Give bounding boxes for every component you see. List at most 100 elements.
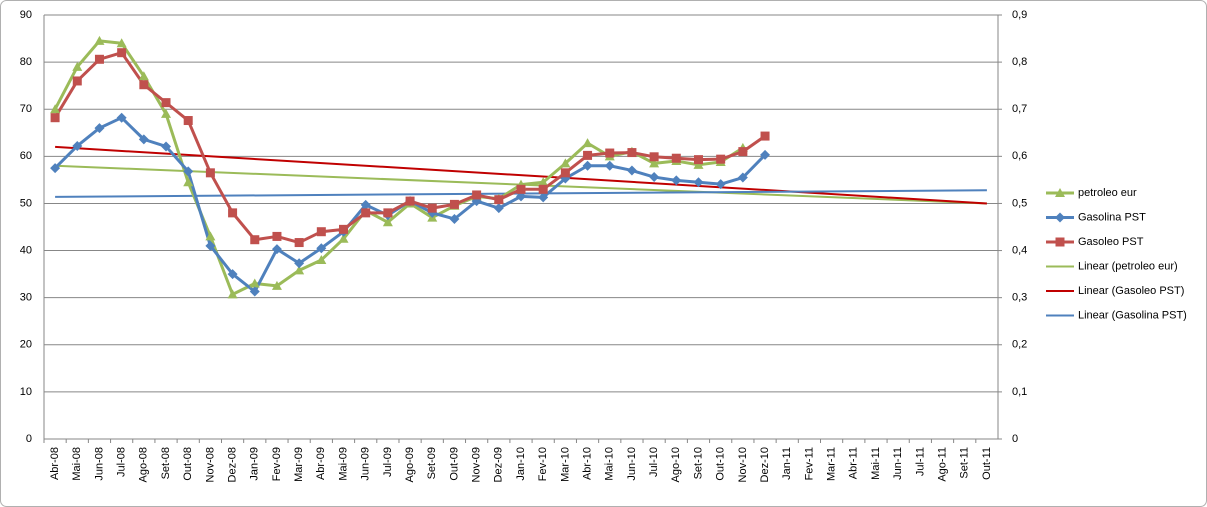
marker	[383, 208, 393, 218]
marker	[538, 177, 549, 187]
x-tick-label: Abr-09	[315, 447, 327, 480]
marker	[626, 165, 637, 176]
marker	[161, 98, 171, 108]
x-tick-label: Out-09	[448, 447, 460, 481]
marker	[494, 195, 504, 205]
marker	[693, 159, 704, 169]
marker	[117, 48, 127, 58]
marker	[316, 243, 327, 254]
marker	[94, 35, 105, 45]
x-tick-label: Out-11	[981, 447, 993, 480]
marker	[737, 172, 748, 183]
x-tick-label: Dez-10	[759, 447, 771, 482]
marker	[50, 163, 61, 174]
marker	[272, 231, 282, 241]
y-tick-label: 40	[20, 244, 32, 256]
y2-tick-label: 0,6	[1012, 150, 1027, 162]
marker	[449, 213, 460, 224]
marker	[205, 168, 215, 178]
marker	[671, 175, 682, 186]
marker	[72, 140, 83, 151]
marker	[472, 190, 482, 200]
y-tick-label: 0	[26, 433, 32, 445]
y2-tick-label: 0,2	[1012, 339, 1027, 351]
x-tick-label: Ago-08	[138, 447, 150, 482]
marker	[294, 258, 305, 269]
marker	[139, 80, 149, 90]
x-tick-label: Jul-11	[914, 447, 926, 476]
x-tick-label: Mar-10	[559, 447, 571, 482]
marker	[294, 265, 305, 275]
x-tick-label: Nov-09	[471, 447, 483, 482]
marker	[183, 177, 194, 187]
marker	[161, 108, 172, 118]
marker	[138, 134, 149, 145]
x-tick-label: Dez-08	[226, 447, 238, 482]
marker	[138, 71, 149, 81]
y-tick-label: 90	[20, 9, 32, 21]
x-tick-label: Mai-08	[71, 447, 83, 481]
y-tick-label: 20	[20, 339, 32, 351]
marker	[716, 154, 726, 164]
marker	[516, 191, 526, 202]
marker	[161, 141, 172, 152]
x-tick-label: Jan-09	[249, 447, 261, 481]
marker	[361, 208, 371, 218]
x-tick-label: Set-09	[426, 447, 438, 479]
marker	[760, 149, 771, 160]
marker	[560, 158, 571, 168]
x-tick-label: Jul-08	[116, 447, 128, 477]
marker	[50, 113, 60, 123]
marker	[249, 286, 260, 297]
marker	[271, 244, 282, 255]
marker	[449, 199, 459, 209]
marker	[649, 152, 659, 162]
marker	[94, 123, 105, 134]
x-tick-label: Ago-09	[404, 447, 416, 482]
legend-label: Linear (Gasoleo PST)	[1078, 285, 1184, 297]
marker	[582, 138, 593, 148]
x-tick-label: Fev-11	[803, 447, 815, 480]
y2-tick-label: 0,1	[1012, 386, 1027, 398]
marker	[316, 254, 327, 264]
marker	[582, 160, 593, 171]
marker	[250, 235, 260, 245]
marker	[338, 233, 349, 243]
x-tick-label: Out-10	[715, 447, 727, 481]
marker	[50, 104, 61, 114]
x-tick-label: Jun-09	[360, 447, 372, 481]
y2-tick-label: 0,4	[1012, 244, 1027, 256]
marker	[427, 203, 437, 213]
marker	[228, 208, 238, 218]
legend-label: Linear (Gasolina PST)	[1078, 309, 1187, 321]
marker	[738, 147, 748, 157]
x-tick-label: Set-10	[692, 447, 704, 479]
x-tick-label: Ago-10	[670, 447, 682, 482]
x-tick-label: Mai-10	[604, 447, 616, 481]
y2-tick-label: 0,9	[1012, 9, 1027, 21]
y2-tick-label: 0,8	[1012, 56, 1027, 68]
marker	[1055, 212, 1065, 223]
y2-tick-label: 0,3	[1012, 292, 1027, 304]
marker	[693, 155, 703, 165]
marker	[360, 199, 371, 210]
legend-label: petroleo eur	[1078, 187, 1137, 199]
legend-label: Gasolina PST	[1078, 211, 1146, 223]
y-tick-label: 80	[20, 56, 32, 68]
x-tick-label: Fev-09	[271, 447, 283, 481]
y-tick-label: 50	[20, 197, 32, 209]
marker	[538, 192, 549, 203]
marker	[205, 231, 216, 241]
x-tick-label: Mai-11	[870, 447, 882, 480]
marker	[1055, 188, 1065, 197]
marker	[649, 158, 660, 168]
x-tick-label: Jun-11	[892, 447, 904, 480]
marker	[604, 160, 615, 171]
y2-tick-label: 0	[1012, 433, 1018, 445]
marker	[627, 148, 637, 158]
x-tick-label: Out-08	[182, 447, 194, 481]
y-tick-label: 70	[20, 103, 32, 115]
marker	[405, 196, 415, 206]
